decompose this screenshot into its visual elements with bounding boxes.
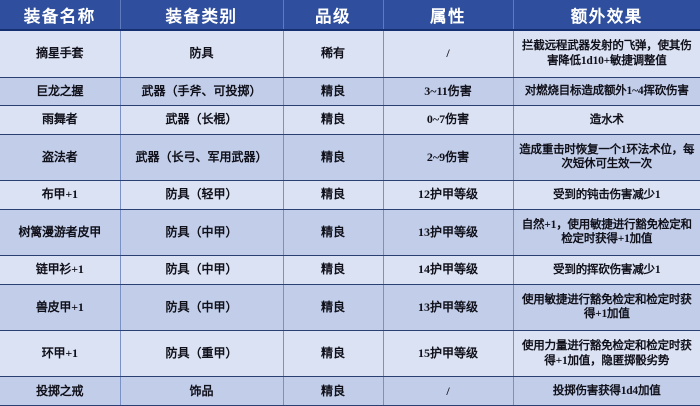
table-header: 装备名称 装备类别 品级 属性 额外效果 [0, 0, 700, 31]
cell-effect: 受到的挥砍伤害减少1 [513, 255, 700, 285]
table-row: 巨龙之握 武器（手斧、可投掷） 精良 3~11伤害 对燃烧目标造成额外1~4挥砍伤害 [0, 76, 700, 107]
cell-attribute: / [383, 376, 514, 406]
cell-rarity: 精良 [283, 105, 384, 135]
table-row: 雨舞者 武器（长棍） 精良 0~7伤害 造水术 [0, 105, 700, 135]
cell-name: 巨龙之握 [0, 76, 121, 107]
cell-category: 饰品 [120, 376, 284, 406]
cell-attribute: 2~9伤害 [383, 133, 514, 182]
cell-name: 环甲+1 [0, 329, 121, 378]
cell-rarity: 精良 [283, 329, 384, 378]
cell-category: 武器（长棍） [120, 105, 284, 135]
cell-effect: 使用敏捷进行豁免检定和检定时获得+1加值 [513, 283, 700, 331]
column-header-name: 装备名称 [0, 0, 121, 31]
table-row: 兽皮甲+1 防具（中甲） 精良 13护甲等级 使用敏捷进行豁免检定和检定时获得+1加值 [0, 283, 700, 331]
cell-category: 防具（轻甲） [120, 180, 284, 210]
cell-effect: 受到的钝击伤害减少1 [513, 180, 700, 210]
cell-rarity: 精良 [283, 76, 384, 107]
cell-effect: 对燃烧目标造成额外1~4挥砍伤害 [513, 76, 700, 107]
cell-name: 投掷之戒 [0, 376, 121, 406]
cell-attribute: 12护甲等级 [383, 180, 514, 210]
cell-attribute: 3~11伤害 [383, 76, 514, 107]
cell-category: 防具（中甲） [120, 255, 284, 285]
cell-attribute: 14护甲等级 [383, 255, 514, 285]
cell-effect: 造成重击时恢复一个1环法术位，每次短休可生效一次 [513, 133, 700, 182]
cell-name: 兽皮甲+1 [0, 283, 121, 331]
cell-effect: 投掷伤害获得1d4加值 [513, 376, 700, 406]
cell-attribute: 13护甲等级 [383, 283, 514, 331]
table-body: 摘星手套 防具 稀有 / 拦截远程武器发射的飞弹，使其伤害降低1d10+敏捷调整值 巨龙之… [0, 29, 700, 406]
cell-name: 雨舞者 [0, 105, 121, 135]
cell-category: 防具 [120, 29, 284, 78]
cell-category: 防具（重甲） [120, 329, 284, 378]
cell-rarity: 精良 [283, 376, 384, 406]
cell-attribute: 0~7伤害 [383, 105, 514, 135]
cell-rarity: 精良 [283, 283, 384, 331]
cell-attribute: 15护甲等级 [383, 329, 514, 378]
cell-effect: 拦截远程武器发射的飞弹，使其伤害降低1d10+敏捷调整值 [513, 29, 700, 78]
table-row: 投掷之戒 饰品 精良 / 投掷伤害获得1d4加值 [0, 376, 700, 406]
cell-effect: 使用力量进行豁免检定和检定时获得+1加值，隐匿掷骰劣势 [513, 329, 700, 378]
cell-effect: 自然+1，使用敏捷进行豁免检定和检定时获得+1加值 [513, 208, 700, 257]
cell-rarity: 精良 [283, 133, 384, 182]
table-row: 盗法者 武器（长弓、军用武器） 精良 2~9伤害 造成重击时恢复一个1环法术位，每次短休… [0, 133, 700, 182]
column-header-category: 装备类别 [120, 0, 284, 31]
cell-effect: 造水术 [513, 105, 700, 135]
cell-category: 武器（手斧、可投掷） [120, 76, 284, 107]
cell-rarity: 精良 [283, 180, 384, 210]
table-row: 环甲+1 防具（重甲） 精良 15护甲等级 使用力量进行豁免检定和检定时获得+1加值，隐… [0, 329, 700, 378]
cell-rarity: 精良 [283, 208, 384, 257]
table-row: 摘星手套 防具 稀有 / 拦截远程武器发射的飞弹，使其伤害降低1d10+敏捷调整值 [0, 29, 700, 78]
cell-rarity: 精良 [283, 255, 384, 285]
cell-category: 防具（中甲） [120, 208, 284, 257]
table-row: 布甲+1 防具（轻甲） 精良 12护甲等级 受到的钝击伤害减少1 [0, 180, 700, 210]
cell-name: 链甲衫+1 [0, 255, 121, 285]
cell-name: 布甲+1 [0, 180, 121, 210]
cell-category: 防具（中甲） [120, 283, 284, 331]
cell-name: 树篱漫游者皮甲 [0, 208, 121, 257]
cell-attribute: 13护甲等级 [383, 208, 514, 257]
table-row: 树篱漫游者皮甲 防具（中甲） 精良 13护甲等级 自然+1，使用敏捷进行豁免检定和检定时… [0, 208, 700, 257]
cell-name: 盗法者 [0, 133, 121, 182]
header-row: 装备名称 装备类别 品级 属性 额外效果 [0, 0, 700, 31]
cell-name: 摘星手套 [0, 29, 121, 78]
cell-rarity: 稀有 [283, 29, 384, 78]
column-header-rarity: 品级 [283, 0, 384, 31]
cell-attribute: / [383, 29, 514, 78]
column-header-effect: 额外效果 [513, 0, 700, 31]
table-row: 链甲衫+1 防具（中甲） 精良 14护甲等级 受到的挥砍伤害减少1 [0, 255, 700, 285]
cell-category: 武器（长弓、军用武器） [120, 133, 284, 182]
column-header-attribute: 属性 [383, 0, 514, 31]
